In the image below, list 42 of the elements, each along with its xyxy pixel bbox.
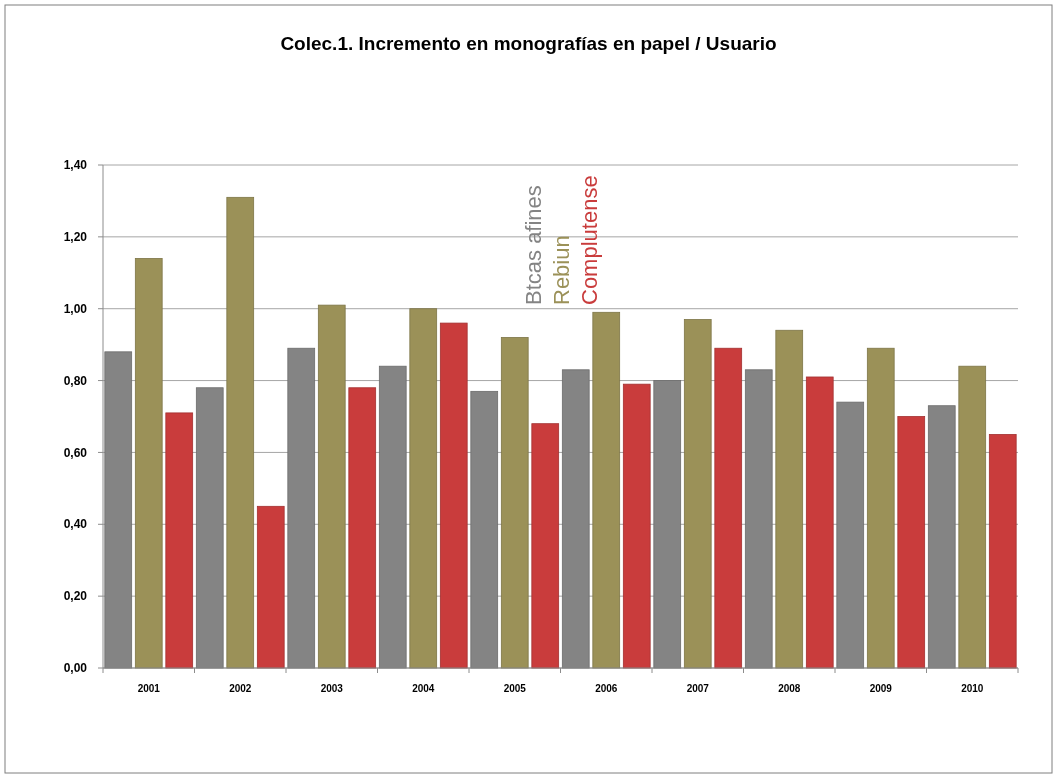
y-tick-label: 0,40 <box>63 517 88 532</box>
x-tick-label: 2008 <box>778 683 801 694</box>
x-tick-label: 2009 <box>869 683 893 694</box>
y-tick-label: 0,00 <box>63 661 88 676</box>
x-tick-label: 2002 <box>229 683 252 694</box>
x-tick-label: 2001 <box>137 683 161 694</box>
bar <box>714 347 743 669</box>
y-tick-label: 1,20 <box>63 230 88 245</box>
bar <box>897 416 926 669</box>
x-tick-label: 2004 <box>412 683 435 694</box>
bar <box>775 329 804 669</box>
x-tick-label: 2010 <box>961 683 984 694</box>
bar <box>409 308 438 669</box>
y-tick-label: 0,80 <box>63 373 88 388</box>
x-tick-label: 2006 <box>595 683 618 694</box>
bar <box>256 505 285 669</box>
x-tick-label: 2005 <box>503 683 527 694</box>
bar <box>348 387 377 669</box>
bar <box>165 412 194 669</box>
x-tick-label: 2003 <box>320 683 344 694</box>
bar <box>531 423 560 669</box>
chart-title: Colec.1. Incremento en monografías en papel / Usuario <box>280 33 777 54</box>
bar <box>683 319 712 669</box>
bar <box>500 337 529 669</box>
bar <box>439 322 468 669</box>
bar <box>226 196 255 669</box>
bar <box>988 434 1017 669</box>
y-tick-label: 0,20 <box>63 589 88 604</box>
bar <box>866 347 895 669</box>
text: Complutense <box>576 175 602 305</box>
y-tick-label: 1,40 <box>63 158 88 173</box>
text: Rebiun <box>548 235 574 305</box>
bar <box>805 376 834 669</box>
bar <box>134 258 163 669</box>
y-tick-label: 0,60 <box>63 445 88 460</box>
text: Btcas afines <box>520 185 546 305</box>
bar <box>317 304 346 669</box>
x-tick-label: 2007 <box>686 683 710 694</box>
bar <box>592 311 621 669</box>
bar <box>958 365 987 669</box>
y-tick-label: 1,00 <box>63 301 88 316</box>
bar <box>622 383 651 669</box>
